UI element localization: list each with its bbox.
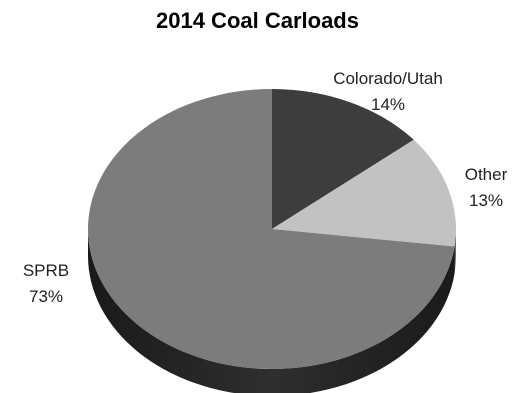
chart-title: 2014 Coal Carloads — [156, 8, 359, 33]
slice-value-label: 73% — [29, 287, 63, 306]
pie-slice-colorado-utah — [272, 89, 414, 229]
slice-value-label: 13% — [469, 191, 503, 210]
slice-label: Colorado/Utah — [333, 69, 443, 88]
pie-tops — [88, 89, 456, 370]
slice-label: Other — [465, 165, 508, 184]
slice-value-label: 14% — [371, 95, 405, 114]
pie-labels: Colorado/Utah 14% Other 13% SPRB 73% — [23, 69, 508, 306]
pie-slice-sprb — [88, 89, 455, 370]
slice-label: SPRB — [23, 261, 69, 280]
pie-slice-side-sprb — [88, 229, 455, 393]
pie-slice-side-other — [454, 229, 456, 274]
pie-sides — [88, 229, 456, 393]
pie-slice-other — [272, 139, 456, 247]
